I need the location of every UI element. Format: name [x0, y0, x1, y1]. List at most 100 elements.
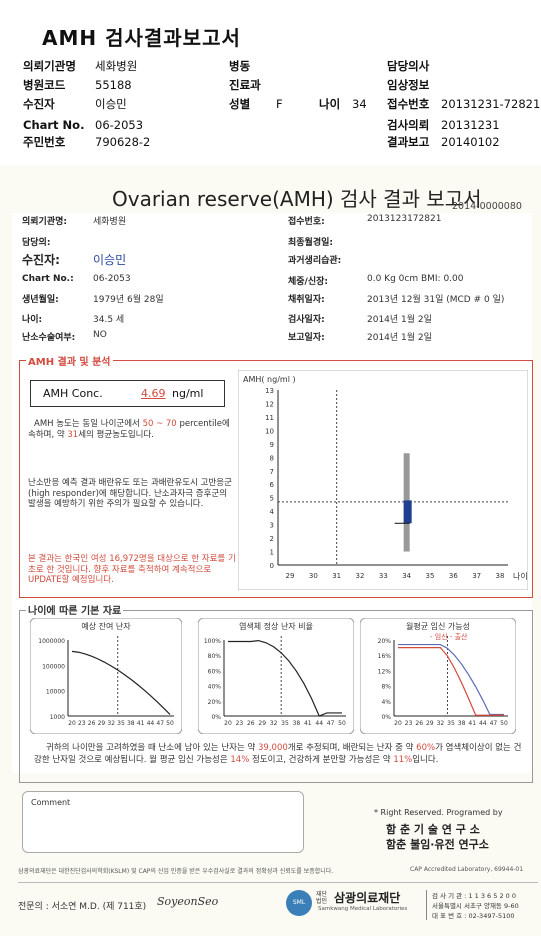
mini-x-tick: 23	[405, 720, 413, 727]
mini-x-tick: 41	[137, 720, 145, 727]
patient-left-value: 06-2053	[93, 274, 131, 284]
x-tick-label: 33	[379, 572, 388, 580]
mini-x-tick: 26	[88, 720, 96, 727]
footer-cap: CAP Accredited Laboratory, 69944-01	[410, 866, 524, 873]
rights-line1: * Right Reserved. Programed by	[374, 808, 503, 817]
patient-right-value: 2013123172821	[367, 214, 442, 224]
y-axis-label: AMH( ng/ml )	[243, 375, 296, 384]
y-tick-label: 6	[270, 481, 275, 489]
mini-x-tick: 20	[68, 720, 76, 727]
y-tick-label: 11	[265, 414, 274, 422]
resident-no-label: 주민번호	[23, 135, 66, 149]
y-tick-label: 13	[265, 387, 274, 395]
mini-y-tick: 1000000	[38, 638, 65, 645]
mini-x-tick: 26	[247, 720, 255, 727]
mini-y-tick: 100%	[204, 638, 221, 645]
patient-left-value: 1979년 6월 28일	[93, 295, 164, 305]
amh-percentile-text: AMH 농도는 동일 나이군에서 50 ~ 70 percentile에 속하며…	[28, 419, 230, 440]
sex-value: F	[276, 97, 283, 111]
mini-x-tick: 29	[426, 720, 434, 727]
amh-conc-label: AMH Conc.	[43, 387, 103, 400]
mini-x-tick: 47	[490, 720, 498, 727]
box-iqr	[403, 500, 412, 524]
receipt-no-label: 접수번호	[387, 97, 430, 111]
patient-left-label: 수진자:	[22, 253, 60, 267]
patient-right-label: 보고일자:	[288, 333, 325, 343]
patient-right-value: 2014년 1월 2일	[367, 315, 432, 325]
mini-y-tick: 20%	[208, 699, 222, 706]
report-title: Ovarian reserve(AMH) 검사 결과 보고서	[112, 187, 482, 211]
patient-left-label: 의뢰기관명:	[22, 217, 67, 227]
mini-x-tick: 44	[315, 720, 323, 727]
x-tick-label: 38	[496, 572, 505, 580]
y-tick-label: 7	[270, 468, 274, 476]
request-date-label: 검사의뢰	[387, 118, 430, 132]
age-value: 34	[352, 97, 367, 111]
patient-right-label: 접수번호:	[288, 217, 325, 227]
mini-y-tick: 20%	[378, 638, 392, 645]
mini-title: 예상 잔여 난자	[81, 621, 131, 631]
amh-note: 본 결과는 한국인 여성 16,972명을 대상으로 한 자료를 기초로 한 것…	[28, 554, 236, 585]
patient-left-label: 생년월일:	[22, 295, 59, 305]
mini-y-tick: 1000	[50, 714, 65, 721]
hospital-code-value: 55188	[95, 78, 132, 92]
patient-right-label: 최종월경일:	[288, 238, 333, 248]
age-label: 나이	[319, 97, 341, 111]
x-tick-label: 32	[356, 572, 365, 580]
rights-line3: 함춘 불임·유전 연구소	[386, 838, 489, 851]
org-small-label: 재단법인	[316, 891, 328, 905]
patient-right-label: 채취일자:	[288, 295, 325, 305]
mini-y-tick: 12%	[378, 668, 392, 675]
x-tick-label: 35	[426, 572, 435, 580]
y-tick-label: 10	[265, 427, 274, 435]
mini-x-tick: 50	[500, 720, 508, 727]
chart-no-label: Chart No.	[23, 118, 85, 132]
basics-section-box	[19, 610, 533, 783]
mini-x-tick: 29	[258, 720, 266, 727]
mini-x-tick: 38	[127, 720, 135, 727]
report-date-value: 20140102	[441, 135, 500, 149]
mini-y-tick: 16%	[378, 653, 392, 660]
mini-x-tick: 23	[236, 720, 244, 727]
x-tick-label: 34	[402, 572, 411, 580]
amh-conc-value: 4.69	[141, 387, 166, 400]
footer-cert: 삼광의료재단은 대한진단검사의학회(KSLM) 및 CAP의 신임 인증을 받은…	[18, 868, 334, 875]
org-divider	[426, 890, 427, 920]
department-label: 진료과	[229, 78, 261, 92]
mini-x-tick: 47	[327, 720, 335, 727]
patient-left-label: 나이:	[22, 315, 43, 325]
mini-x-tick: 41	[304, 720, 312, 727]
rights-line2: 함 춘 기 술 연 구 소	[386, 823, 480, 836]
y-tick-label: 2	[270, 535, 274, 543]
patient-left-value: 34.5 세	[93, 315, 125, 325]
mini-x-tick: 32	[270, 720, 278, 727]
mini-frame	[198, 618, 354, 734]
amh-conc-unit: ng/ml	[172, 387, 204, 400]
mini-y-tick: 80%	[208, 653, 222, 660]
basics-section-title: 나이에 따른 기본 자료	[26, 602, 124, 617]
mini-x-tick: 38	[293, 720, 301, 727]
pregnancy-curve	[398, 643, 504, 716]
mini-x-tick: 50	[338, 720, 346, 727]
mini-y-tick: 60%	[208, 668, 222, 675]
org-logo-icon: SML	[286, 890, 312, 916]
normal-eggs-chart: 염색체 정상 난자 비율 100% 80% 60% 40% 20% 0%20 23 26 29 32…	[198, 618, 354, 734]
phone: 대 표 번 호 : 02-3497-5100	[432, 912, 515, 920]
normal-eggs-curve	[228, 639, 342, 717]
patient-label: 수진자	[23, 97, 55, 111]
mini-y-tick: 4%	[381, 699, 391, 706]
y-tick-label: 5	[270, 495, 274, 503]
y-tick-label: 8	[270, 454, 274, 462]
receipt-no-value: 20131231-72821	[441, 97, 541, 111]
patient-right-label: 과거생리습관:	[288, 256, 342, 266]
mini-x-tick: 38	[458, 720, 466, 727]
resident-no-value: 790628-2	[95, 135, 151, 149]
lab-no: 검 사 기 관 : 1 1 3 6 5 2 0 0	[432, 892, 516, 900]
patient-right-value: 2013년 12월 31일 (MCD # 0 일)	[367, 295, 505, 305]
x-axis-label: 나이	[513, 571, 528, 581]
y-tick-label: 3	[270, 522, 274, 530]
mini-x-tick: 41	[468, 720, 476, 727]
mini-y-tick: 0%	[381, 714, 391, 721]
address: 서울특별시 서초구 양재동 9-60	[432, 902, 519, 910]
comment-box[interactable]: Comment	[22, 791, 304, 853]
